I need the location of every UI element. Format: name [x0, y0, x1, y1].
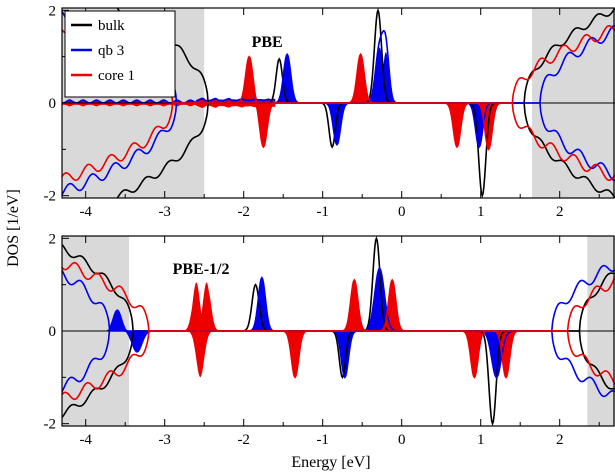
core1-peak-fill — [192, 282, 221, 331]
qb3-dos-up-line — [62, 264, 615, 332]
core1-peak-fill — [442, 103, 472, 148]
top-panel: -4 -3 -2 -1 0 1 2 -2 0 2 PBE bulk qb 3 core 1 — [44, 3, 615, 220]
core1-peak-fill — [460, 331, 489, 378]
qb3-peak-fill — [373, 52, 399, 103]
core1-dos-down-line — [62, 330, 615, 401]
core1-peak-fill — [184, 331, 217, 378]
bottom-panel: -4 -3 -2 -1 0 1 2 -2 0 2 PBE-1/2 — [44, 231, 615, 448]
x-tick-label: 0 — [398, 432, 406, 448]
x-tick-label: -4 — [79, 204, 92, 220]
core1-peak-fill — [346, 54, 375, 103]
x-tick-label: -2 — [237, 204, 250, 220]
legend-label: bulk — [98, 18, 125, 34]
qb3-peak-fill — [363, 47, 396, 103]
x-axis-label: Energy [eV] — [291, 454, 370, 471]
panel-title: PBE — [252, 34, 283, 51]
qb3-peak-fill — [330, 331, 360, 378]
x-tick-label: -3 — [158, 204, 171, 220]
x-tick-label: -4 — [79, 432, 92, 448]
qb3-dos-down-line — [62, 102, 615, 196]
core1-dos-down-line — [62, 102, 615, 181]
x-tick-label: 2 — [556, 432, 564, 448]
core1-peak-fill — [235, 56, 264, 103]
qb3-peak-fill — [477, 331, 516, 378]
x-tick-label: 1 — [477, 432, 485, 448]
qb3-peak-fill — [118, 331, 157, 352]
x-tick-label: 1 — [477, 204, 485, 220]
y-tick-label: 0 — [49, 96, 57, 112]
x-tick-label: 2 — [556, 204, 564, 220]
legend-label: core 1 — [98, 68, 135, 84]
qb3-dos-down-line — [62, 330, 615, 398]
core1-peak-fill — [280, 331, 310, 378]
x-tick-label: 0 — [398, 204, 406, 220]
qb3-peak-fill — [322, 103, 352, 145]
legend: bulk qb 3 core 1 — [64, 10, 176, 98]
legend-label: qb 3 — [98, 43, 124, 59]
core1-peak-fill — [340, 280, 369, 331]
y-tick-label: -2 — [44, 417, 57, 433]
qb3-peak-fill — [101, 310, 134, 331]
x-tick-label: -2 — [237, 432, 250, 448]
core1-peak-fill — [378, 280, 407, 331]
qb3-peak-fill — [464, 103, 494, 148]
y-tick-label: -2 — [44, 189, 57, 205]
core1-peak-fill — [249, 103, 278, 148]
y-tick-label: 2 — [49, 231, 57, 247]
core1-peak-fill — [491, 331, 521, 378]
x-tick-label: -3 — [158, 432, 171, 448]
core1-dos-up-line — [62, 261, 615, 332]
x-tick-label: -1 — [316, 432, 329, 448]
x-tick-label: -1 — [316, 204, 329, 220]
panel-title: PBE-1/2 — [173, 261, 230, 278]
y-axis-label: DOS [1/eV] — [5, 189, 22, 267]
qb3-peak-fill — [272, 54, 302, 103]
y-tick-label: 0 — [49, 324, 57, 340]
y-tick-label: 2 — [49, 3, 57, 19]
bulk-dos-up-line — [62, 236, 615, 332]
qb3-peak-fill — [360, 268, 399, 331]
qb3-peak-fill — [247, 277, 277, 331]
